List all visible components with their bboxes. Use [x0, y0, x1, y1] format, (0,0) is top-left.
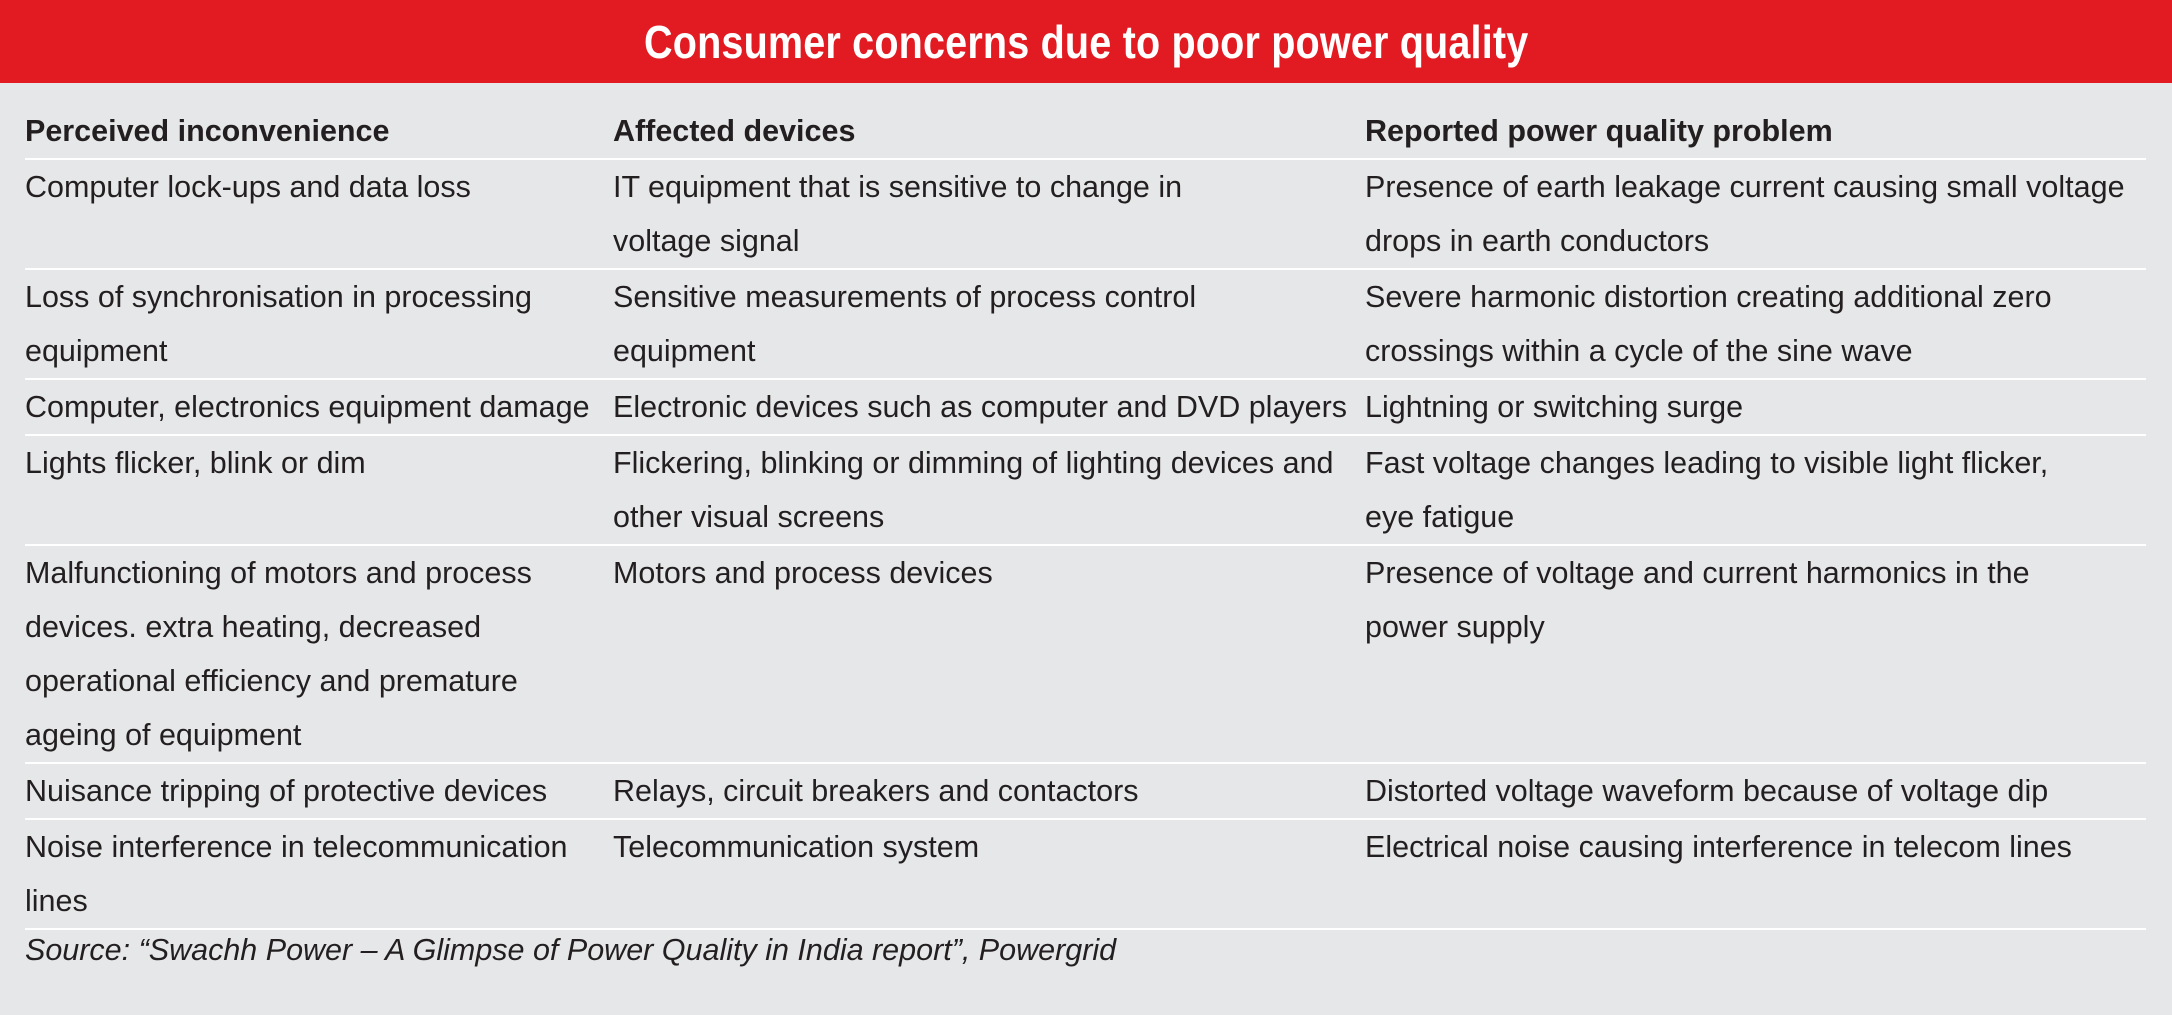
cell-devices: Motors and process devices	[613, 545, 1365, 764]
column-header-devices: Affected devices	[613, 104, 1365, 160]
table-row: Malfunctioning of motors and process dev…	[25, 545, 2146, 764]
concerns-table: Perceived inconvenience Affected devices…	[25, 104, 2146, 930]
cell-inconvenience: Noise interference in telecommunication …	[25, 819, 613, 930]
cell-inconvenience: Nuisance tripping of protective devices	[25, 763, 613, 820]
concerns-table-wrapper: Perceived inconvenience Affected devices…	[25, 104, 2146, 930]
cell-problem: Severe harmonic distortion creating addi…	[1365, 269, 2146, 380]
cell-problem: Presence of earth leakage current causin…	[1365, 159, 2146, 270]
cell-problem: Presence of voltage and current harmonic…	[1365, 545, 2146, 764]
table-header-row: Perceived inconvenience Affected devices…	[25, 104, 2146, 160]
cell-devices: Electronic devices such as computer and …	[613, 379, 1365, 436]
column-header-problem: Reported power quality problem	[1365, 104, 2146, 160]
table-row: Computer lock-ups and data loss IT equip…	[25, 159, 2146, 270]
table-row: Lights flicker, blink or dim Flickering,…	[25, 435, 2146, 546]
cell-devices: Telecommunication system	[613, 819, 1365, 930]
cell-devices: Flickering, blinking or dimming of light…	[613, 435, 1365, 546]
table-row: Computer, electronics equipment damage E…	[25, 379, 2146, 436]
cell-problem: Electrical noise causing interference in…	[1365, 819, 2146, 930]
cell-inconvenience: Computer, electronics equipment damage	[25, 379, 613, 436]
cell-problem: Distorted voltage waveform because of vo…	[1365, 763, 2146, 820]
table-row: Loss of synchronisation in processing eq…	[25, 269, 2146, 380]
cell-inconvenience: Loss of synchronisation in processing eq…	[25, 269, 613, 380]
cell-problem: Lightning or switching surge	[1365, 379, 2146, 436]
cell-inconvenience: Lights flicker, blink or dim	[25, 435, 613, 546]
table-row: Noise interference in telecommunication …	[25, 819, 2146, 930]
source-note: Source: “Swachh Power – A Glimpse of Pow…	[25, 933, 1117, 967]
table-row: Nuisance tripping of protective devices …	[25, 763, 2146, 820]
cell-inconvenience: Malfunctioning of motors and process dev…	[25, 545, 613, 764]
cell-inconvenience: Computer lock-ups and data loss	[25, 159, 613, 270]
cell-problem: Fast voltage changes leading to visible …	[1365, 435, 2146, 546]
page-title: Consumer concerns due to poor power qual…	[643, 15, 1529, 68]
cell-devices: Relays, circuit breakers and contactors	[613, 763, 1365, 820]
column-header-inconvenience: Perceived inconvenience	[25, 104, 613, 160]
title-bar: Consumer concerns due to poor power qual…	[0, 0, 2172, 83]
cell-devices: Sensitive measurements of process contro…	[613, 269, 1365, 380]
cell-devices: IT equipment that is sensitive to change…	[613, 159, 1365, 270]
